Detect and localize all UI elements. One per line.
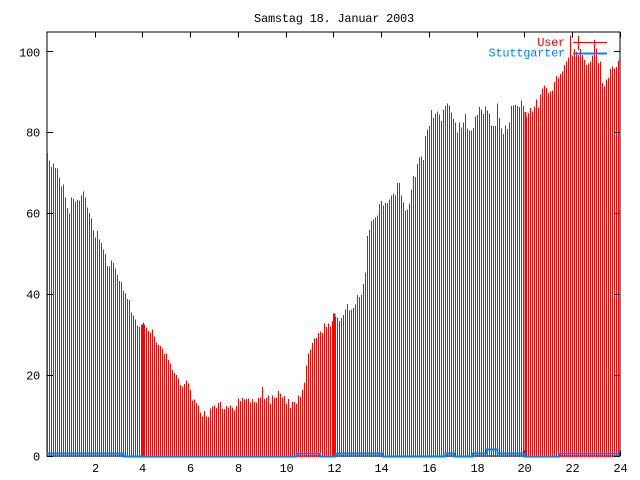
svg-text:10: 10 (280, 462, 294, 476)
svg-text:100: 100 (19, 47, 40, 61)
svg-text:Samstag 18. Januar 2003: Samstag 18. Januar 2003 (254, 12, 414, 26)
svg-text:12: 12 (328, 462, 342, 476)
svg-text:22: 22 (566, 462, 580, 476)
svg-text:40: 40 (26, 289, 40, 303)
svg-text:4: 4 (139, 462, 146, 476)
svg-text:0: 0 (33, 451, 40, 465)
svg-text:24: 24 (614, 462, 628, 476)
svg-text:16: 16 (423, 462, 437, 476)
svg-text:18: 18 (471, 462, 485, 476)
svg-text:20: 20 (518, 462, 532, 476)
svg-text:14: 14 (375, 462, 389, 476)
svg-text:Stuttgarter: Stuttgarter (489, 47, 566, 61)
svg-text:8: 8 (235, 462, 242, 476)
svg-text:User: User (537, 36, 565, 50)
svg-text:20: 20 (26, 370, 40, 384)
svg-text:80: 80 (26, 127, 40, 141)
svg-text:60: 60 (26, 208, 40, 222)
svg-text:6: 6 (187, 462, 194, 476)
svg-text:2: 2 (92, 462, 99, 476)
